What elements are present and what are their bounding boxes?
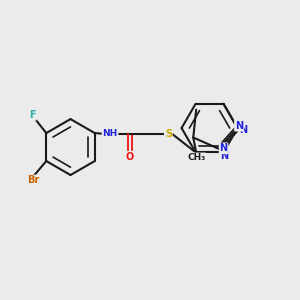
Text: Br: Br	[27, 176, 39, 185]
Text: NH: NH	[102, 129, 118, 138]
Text: N: N	[235, 121, 243, 131]
Text: N: N	[220, 143, 228, 153]
Text: F: F	[29, 110, 36, 120]
Text: CH₃: CH₃	[187, 153, 205, 162]
Text: O: O	[126, 152, 134, 162]
Text: N: N	[239, 125, 247, 135]
Text: S: S	[165, 129, 172, 139]
Text: N: N	[220, 151, 228, 161]
